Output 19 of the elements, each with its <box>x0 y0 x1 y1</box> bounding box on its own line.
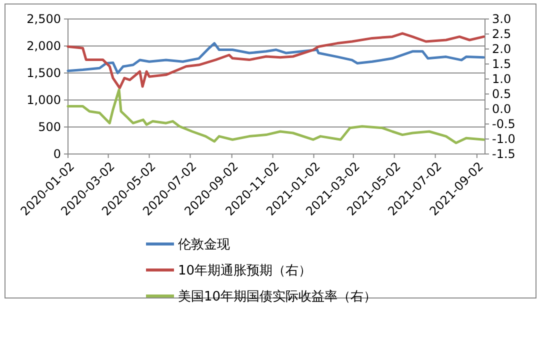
y2-tick-label: 0.5 <box>492 87 512 102</box>
y2-tick-label: -1.5 <box>492 147 516 162</box>
y2-tick-label: 2.5 <box>492 27 512 42</box>
y2-tick-label: 1.0 <box>492 72 512 86</box>
legend-label: 伦敦金现 <box>178 238 230 253</box>
y2-tick-label: -1.0 <box>492 132 516 146</box>
y-tick-label: 1,000 <box>26 93 61 108</box>
legend-label: 美国10年期国债实际收益率（右） <box>178 288 377 305</box>
y2-tick-label: 3.0 <box>492 12 512 26</box>
y2-tick-label: 2.0 <box>492 42 512 56</box>
y-tick-label: 1,500 <box>26 66 61 80</box>
legend-label: 10年期通胀预期（右） <box>178 264 312 279</box>
y2-tick-label: 0.0 <box>492 102 512 116</box>
y-tick-label: 2,500 <box>26 12 61 26</box>
y2-tick-label: 1.5 <box>492 57 512 72</box>
y-tick-label: 2,000 <box>26 39 61 54</box>
y2-tick-label: -0.5 <box>492 117 516 132</box>
y-tick-label: 0 <box>53 147 61 162</box>
y-tick-label: 500 <box>38 120 61 134</box>
